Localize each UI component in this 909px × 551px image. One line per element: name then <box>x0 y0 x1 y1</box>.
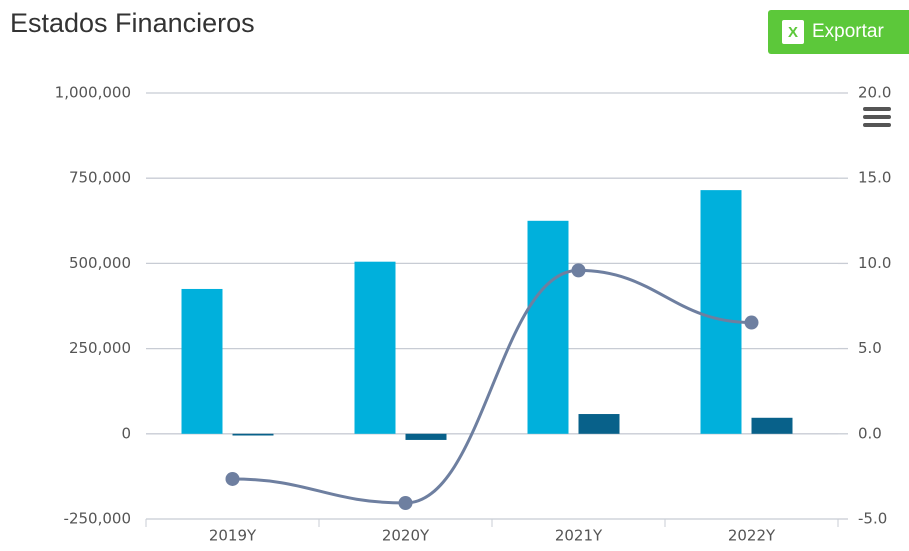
menu-bar <box>863 115 891 119</box>
x-tick-label: 2020Y <box>382 527 430 545</box>
y2-tick-label: 0.0 <box>858 424 882 442</box>
bar <box>405 433 447 440</box>
line-point <box>571 263 586 278</box>
y2-tick-label: -5.0 <box>858 510 887 528</box>
bar <box>700 190 742 434</box>
excel-icon: X <box>782 20 804 44</box>
y2-tick-label: 15.0 <box>858 169 891 187</box>
bar <box>181 288 223 434</box>
x-tick-label: 2022Y <box>728 527 776 545</box>
line-point <box>225 471 240 486</box>
y2-tick-label: 5.0 <box>858 339 882 357</box>
x-tick-label: 2021Y <box>555 527 603 545</box>
menu-bar <box>863 107 891 111</box>
y-tick-label: 750,000 <box>69 169 131 187</box>
line-point <box>398 495 413 510</box>
export-label: Exportar <box>812 21 884 42</box>
line <box>232 268 752 505</box>
menu-bar <box>863 123 891 127</box>
bar <box>751 417 793 434</box>
bar <box>527 220 569 434</box>
y-tick-label: 0 <box>121 424 131 442</box>
chart-title: Estados Financieros <box>10 8 255 38</box>
y-tick-label: 1,000,000 <box>55 84 131 102</box>
y-tick-label: 500,000 <box>69 254 131 272</box>
bar <box>232 433 274 436</box>
y-tick-label: -250,000 <box>64 510 131 528</box>
bar <box>578 414 620 434</box>
y-tick-label: 250,000 <box>69 339 131 357</box>
export-button[interactable]: X Exportar <box>768 10 909 54</box>
menu-icon[interactable] <box>863 107 891 127</box>
bar <box>354 261 396 434</box>
line-point <box>744 315 759 330</box>
y2-tick-label: 20.0 <box>858 84 891 102</box>
y2-tick-label: 10.0 <box>858 254 891 272</box>
x-tick-label: 2019Y <box>209 527 257 545</box>
